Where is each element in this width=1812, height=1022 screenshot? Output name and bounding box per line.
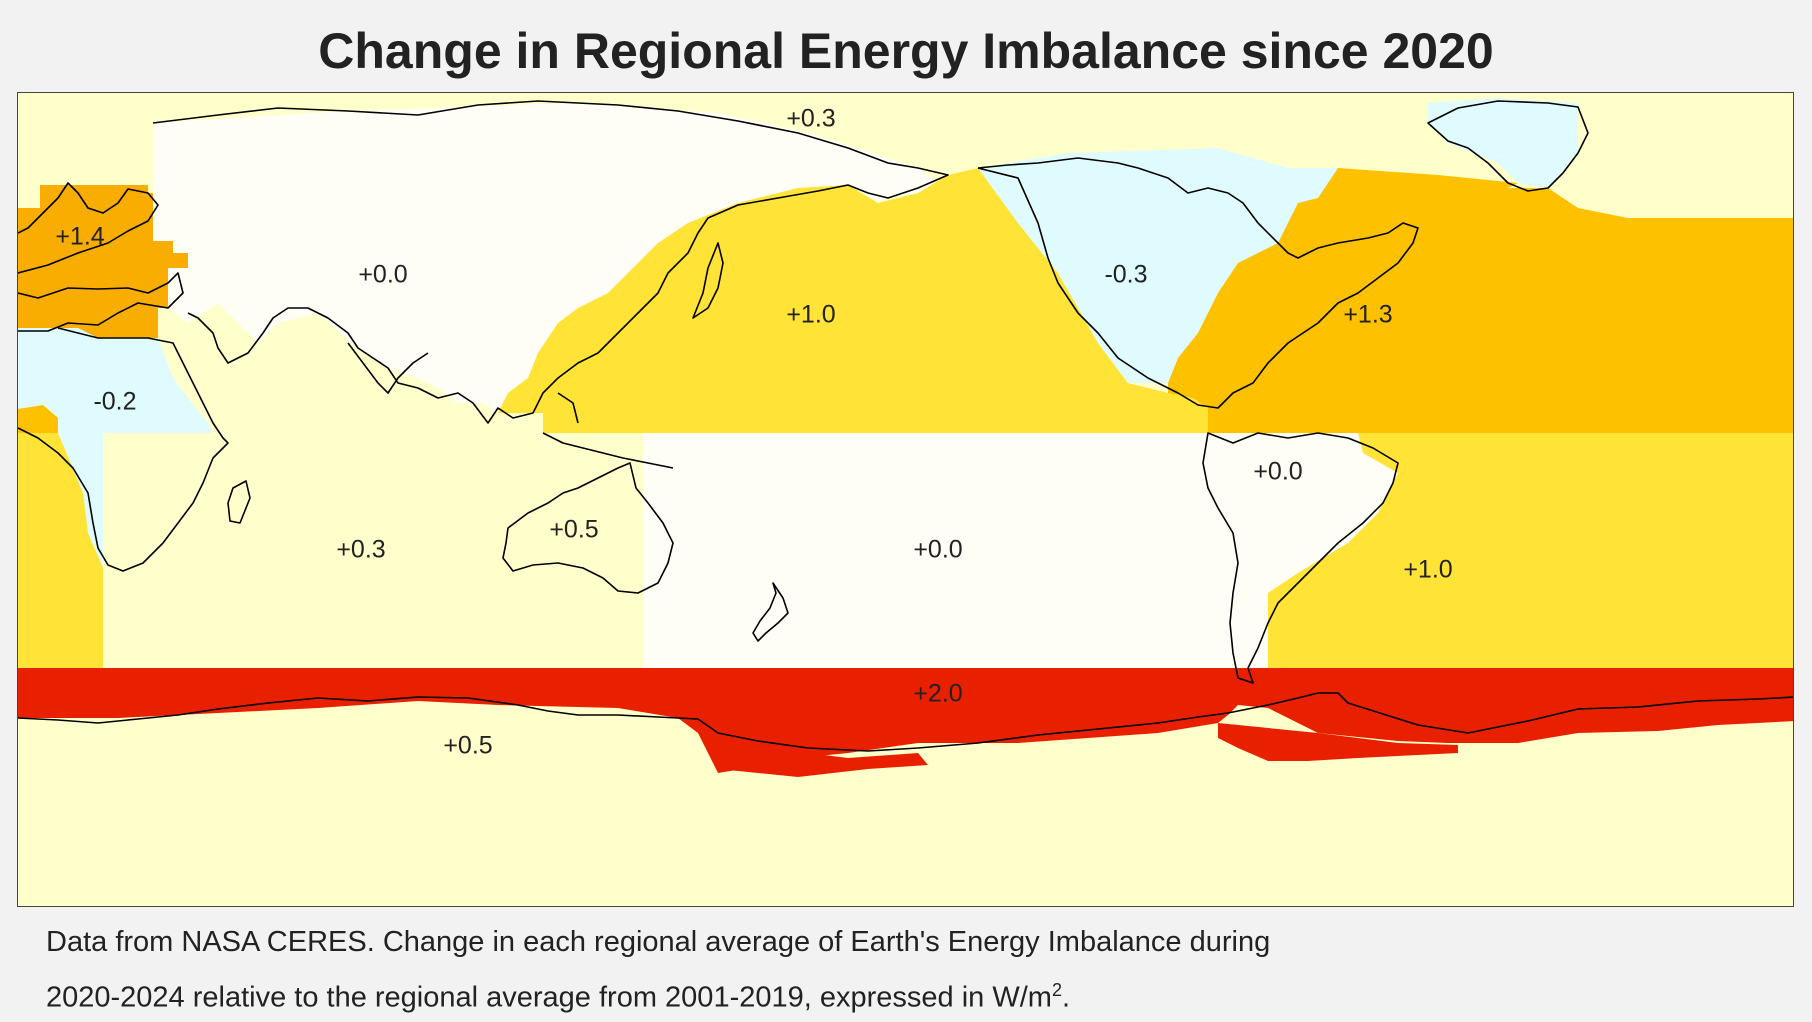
coast-australia xyxy=(502,462,674,594)
coast-africa xyxy=(18,327,229,572)
region-label-europe: +1.4 xyxy=(55,223,104,251)
coast-eurasia xyxy=(18,100,949,424)
caption: Data from NASA CERES. Change in each reg… xyxy=(46,918,1596,1022)
region-north-america xyxy=(978,148,1338,383)
region-europe xyxy=(18,185,188,338)
region-fills xyxy=(18,98,1793,777)
coast-antarctica xyxy=(18,692,1793,752)
coast-se-asia-islands xyxy=(542,392,674,469)
region-antarctic-fringe-east xyxy=(1218,723,1458,761)
region-label-northern-asia: +0.0 xyxy=(358,261,407,289)
region-label-north-america: -0.3 xyxy=(1104,261,1147,289)
region-north-pacific xyxy=(498,168,1208,433)
region-label-southern-ocean: +2.0 xyxy=(913,680,962,708)
region-south-atlantic-west xyxy=(18,433,103,668)
caption-line-2: 2020-2024 relative to the regional avera… xyxy=(46,966,1596,1022)
region-antarctic-fringe xyxy=(708,743,928,777)
region-label-south-atlantic: +1.0 xyxy=(1403,556,1452,584)
coastlines xyxy=(18,100,1793,752)
coast-north-america xyxy=(977,157,1419,409)
region-label-northern-africa: -0.2 xyxy=(93,388,136,416)
region-label-indian-ocean: +0.3 xyxy=(336,536,385,564)
region-labels: +0.3 +1.4 +0.0 +1.0 -0.3 +1.3 -0.2 +0.3 +0.5 +0.0… xyxy=(55,105,1452,760)
caption-line-1: Data from NASA CERES. Change in each reg… xyxy=(46,926,1271,958)
region-label-north-atlantic: +1.3 xyxy=(1343,301,1392,329)
region-label-antarctica: +0.5 xyxy=(443,732,492,760)
region-south-pacific xyxy=(643,433,1208,668)
region-north-atlantic xyxy=(1168,168,1793,433)
coast-japan xyxy=(692,242,724,319)
coast-india-sea xyxy=(347,342,429,394)
caption-line-2-text: 2020-2024 relative to the regional avera… xyxy=(46,981,1052,1014)
region-greenland xyxy=(1428,98,1578,188)
region-south-america xyxy=(1208,433,1398,668)
region-label-south-pacific: +0.0 xyxy=(913,536,962,564)
coast-greenland xyxy=(1427,100,1589,192)
world-map: +0.3 +1.4 +0.0 +1.0 -0.3 +1.3 -0.2 +0.3 +0.5 +0.0… xyxy=(17,92,1794,907)
coast-new-zealand xyxy=(752,582,789,642)
region-label-arctic: +0.3 xyxy=(786,105,835,133)
caption-superscript: 2 xyxy=(1051,980,1062,1000)
map-canvas: +0.3 +1.4 +0.0 +1.0 -0.3 +1.3 -0.2 +0.3 +0.5 +0.0… xyxy=(18,98,1793,777)
coast-madagascar xyxy=(227,480,251,524)
region-label-australia: +0.5 xyxy=(549,516,598,544)
region-south-atlantic xyxy=(1268,433,1793,668)
region-label-north-pacific: +1.0 xyxy=(786,301,835,329)
caption-line-2-end: . xyxy=(1061,981,1071,1014)
region-west-africa-coast xyxy=(18,405,58,433)
region-label-south-america: +0.0 xyxy=(1253,458,1302,486)
coast-south-america xyxy=(1202,432,1399,684)
region-southern-ocean xyxy=(18,668,1793,773)
chart-title: Change in Regional Energy Imbalance sinc… xyxy=(318,23,1494,79)
